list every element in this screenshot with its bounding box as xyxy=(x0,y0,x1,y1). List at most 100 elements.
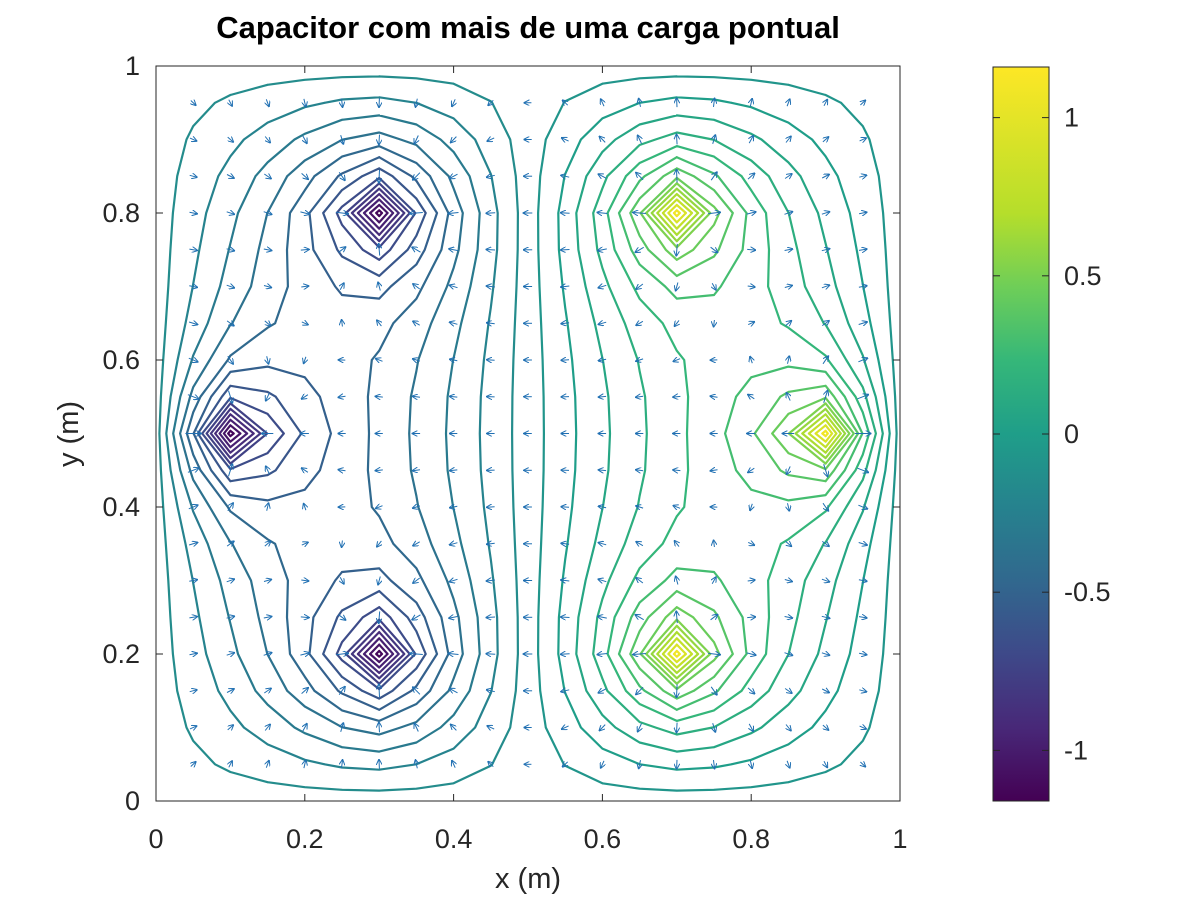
field-arrow xyxy=(747,687,754,694)
field-arrow xyxy=(413,321,420,325)
field-arrow xyxy=(229,390,233,403)
field-arrow xyxy=(189,580,197,582)
field-arrow xyxy=(263,212,272,215)
field-arrow xyxy=(858,543,867,546)
field-arrow xyxy=(450,543,458,545)
field-arrow xyxy=(821,175,829,179)
field-arrow xyxy=(379,169,380,183)
y-tick-label: 0.4 xyxy=(102,492,140,522)
field-arrow xyxy=(599,470,607,471)
field-arrow xyxy=(188,543,197,546)
colorbar-tick-label: -0.5 xyxy=(1064,577,1111,607)
contour-line xyxy=(575,114,884,753)
field-arrow xyxy=(750,99,752,107)
field-arrow xyxy=(379,723,380,733)
field-arrow xyxy=(226,616,235,618)
field-arrow xyxy=(784,212,793,215)
field-arrow xyxy=(822,541,829,546)
field-arrow xyxy=(226,249,235,251)
field-arrow xyxy=(450,322,458,324)
field-arrow xyxy=(749,136,753,144)
chart-title: Capacitor com mais de uma carga pontual xyxy=(216,10,840,45)
field-arrow xyxy=(677,170,678,183)
field-arrow xyxy=(599,285,607,287)
field-arrow xyxy=(747,542,754,545)
field-arrow xyxy=(857,468,869,472)
field-arrow xyxy=(229,99,232,106)
field-arrow xyxy=(675,541,679,547)
field-arrow xyxy=(858,505,867,509)
field-arrow xyxy=(858,286,867,288)
field-arrow xyxy=(636,615,644,621)
field-arrow xyxy=(746,212,756,214)
field-arrow xyxy=(487,726,495,729)
field-arrow xyxy=(676,243,677,256)
contour-line xyxy=(201,176,417,691)
field-arrow xyxy=(341,135,344,144)
field-arrow xyxy=(415,135,419,144)
field-arrow xyxy=(750,503,752,510)
field-arrow xyxy=(338,172,345,180)
field-arrow xyxy=(859,175,866,177)
field-arrow xyxy=(413,284,421,289)
field-arrow xyxy=(226,579,234,582)
field-arrow xyxy=(189,286,197,288)
colorbar xyxy=(992,66,1050,802)
field-arrow xyxy=(301,580,308,581)
field-arrow xyxy=(710,172,717,181)
field-arrow xyxy=(189,175,197,177)
contour-line xyxy=(222,203,389,664)
field-arrow xyxy=(785,541,792,546)
field-arrow xyxy=(189,617,197,618)
field-arrow xyxy=(449,213,459,214)
field-arrow xyxy=(747,286,755,287)
field-arrow xyxy=(636,246,644,252)
field-arrow xyxy=(821,653,829,655)
field-arrow xyxy=(784,174,792,179)
field-arrow xyxy=(378,576,380,585)
field-arrow xyxy=(301,688,308,694)
field-arrow xyxy=(191,101,196,106)
field-arrow xyxy=(226,175,234,179)
field-arrow xyxy=(562,138,569,141)
field-arrow xyxy=(859,726,866,729)
field-arrow xyxy=(821,285,829,288)
contour-line xyxy=(656,193,842,674)
field-arrow xyxy=(750,760,752,768)
field-arrow xyxy=(303,724,307,732)
field-arrow xyxy=(633,213,647,214)
field-arrow xyxy=(749,723,753,731)
field-arrow xyxy=(300,249,309,250)
field-arrow xyxy=(784,653,793,656)
colorbar-ticks: -1 -0.5 0 0.5 1 xyxy=(993,103,1111,765)
field-arrow xyxy=(488,100,493,105)
field-arrow xyxy=(788,503,790,510)
field-arrow xyxy=(598,213,608,214)
field-arrow xyxy=(415,724,419,732)
field-arrow xyxy=(265,725,270,731)
field-arrow xyxy=(266,392,270,401)
field-arrow xyxy=(785,321,792,326)
field-arrow xyxy=(487,286,495,287)
field-arrow xyxy=(599,359,607,360)
field-arrow xyxy=(676,282,678,291)
contour-line xyxy=(606,145,871,722)
field-arrow xyxy=(821,212,829,214)
field-arrow xyxy=(747,580,755,581)
field-arrow xyxy=(413,578,421,583)
field-arrow xyxy=(266,761,269,768)
field-arrow xyxy=(227,137,233,142)
field-arrow xyxy=(598,616,607,618)
field-arrow xyxy=(674,506,681,509)
field-arrow xyxy=(563,762,568,767)
field-arrow xyxy=(707,212,720,213)
field-arrow xyxy=(784,249,793,251)
x-tick-label: 0.6 xyxy=(584,824,622,854)
field-arrow xyxy=(824,464,828,476)
field-arrow xyxy=(713,723,716,732)
field-arrow xyxy=(339,396,346,397)
field-arrow xyxy=(787,466,791,474)
field-arrow xyxy=(263,653,272,656)
contour-line xyxy=(645,182,851,685)
field-arrow xyxy=(413,542,420,546)
